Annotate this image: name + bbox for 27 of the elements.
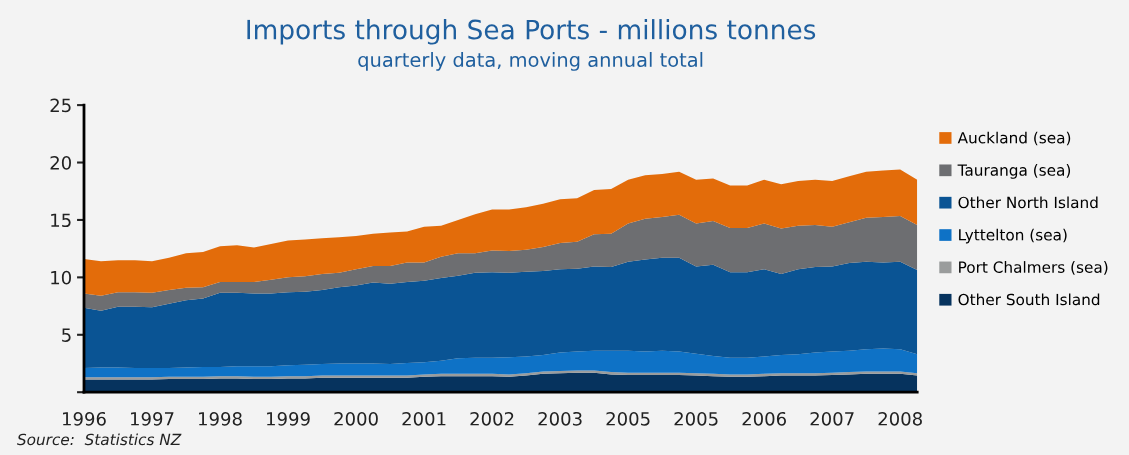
legend-label: Tauranga (sea) [957, 164, 1071, 179]
source-note: Source: Statistics NZ [17, 433, 182, 446]
legend-label: Auckland (sea) [957, 131, 1071, 146]
y-tick-label: 25 [50, 98, 71, 113]
x-tick-label: 2006 [742, 411, 786, 426]
x-tick-label: 1998 [199, 411, 242, 426]
chart-title: Imports through Sea Ports - millions tonnes [247, 19, 816, 45]
x-tick-label: 1996 [63, 411, 106, 426]
y-tick-label: 20 [50, 155, 71, 170]
x-tick-label: 1999 [267, 411, 310, 426]
x-tick-label: 2005 [674, 411, 718, 426]
x-tick-label: 2007 [810, 411, 854, 426]
y-tick-label: 15 [51, 213, 71, 228]
legend-label: Other North Island [958, 196, 1098, 209]
x-tick-label: 2003 [538, 411, 582, 426]
legend-label: Port Chalmers (sea) [959, 261, 1108, 275]
legend-label: Lyttelton (sea) [959, 228, 1067, 244]
x-tick-label: 2000 [334, 411, 378, 426]
legend-label: Other South Island [958, 293, 1100, 306]
x-tick-label: 2008 [878, 411, 922, 426]
y-tick-label: 5 [62, 328, 71, 342]
chart-subtitle: quarterly data, moving annual total [358, 52, 703, 71]
x-tick-label: 2005 [606, 411, 650, 426]
x-tick-label: 1997 [131, 411, 174, 426]
y-tick-label: 10 [51, 270, 71, 285]
x-tick-label: 2002 [470, 411, 514, 426]
x-tick-label: 2001 [402, 411, 446, 426]
